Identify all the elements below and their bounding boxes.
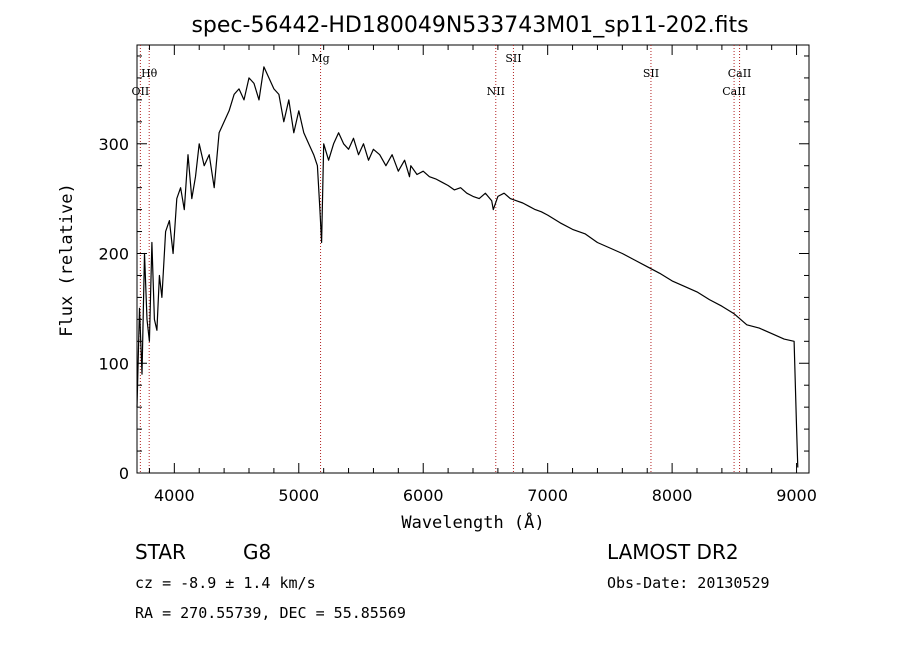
x-tick-label: 8000 <box>652 486 693 505</box>
x-tick-label: 6000 <box>403 486 444 505</box>
x-tick-label: 9000 <box>776 486 817 505</box>
y-tick-label: 0 <box>119 464 129 483</box>
x-tick-label: 7000 <box>527 486 568 505</box>
chart-title: spec-56442-HD180049N533743M01_sp11-202.f… <box>191 13 748 38</box>
redshift-cz: cz = -8.9 ± 1.4 km/s <box>135 574 316 592</box>
spectral-line-label: CaII <box>722 85 746 98</box>
survey-name: LAMOST DR2 <box>607 540 739 564</box>
x-axis-ticks: 4000 5000 6000 7000 8000 9000 <box>148 45 817 505</box>
x-tick-label: 5000 <box>278 486 319 505</box>
plot-frame <box>136 44 810 474</box>
spectral-line-label: Hθ <box>141 67 158 80</box>
observation-date: Obs-Date: 20130529 <box>607 574 770 592</box>
y-tick-label: 200 <box>98 245 129 264</box>
spectrum-line <box>136 66 799 468</box>
x-tick-label: 4000 <box>154 486 195 505</box>
spectral-line-label: OII <box>132 85 150 98</box>
y-axis-label: Flux (relative) <box>57 183 77 337</box>
spectral-line-markers: Hθ OII Mg NII SII SII CaII CaII <box>132 45 752 473</box>
spectral-line-label: SII <box>505 52 521 65</box>
object-class: STAR <box>135 540 186 564</box>
spectral-line-label: Mg <box>311 52 329 65</box>
y-tick-label: 300 <box>98 135 129 154</box>
coordinates: RA = 270.55739, DEC = 55.85569 <box>135 604 406 622</box>
object-subclass: G8 <box>243 540 272 564</box>
spectral-line-label: SII <box>643 67 659 80</box>
x-axis-label: Wavelength (Å) <box>401 511 544 533</box>
y-axis-ticks: 0 100 200 300 <box>98 55 809 483</box>
y-tick-label: 100 <box>98 354 129 373</box>
spectral-line-label: CaII <box>728 67 752 80</box>
spectrum-layer <box>136 66 799 468</box>
spectral-line-label: NII <box>487 85 505 98</box>
